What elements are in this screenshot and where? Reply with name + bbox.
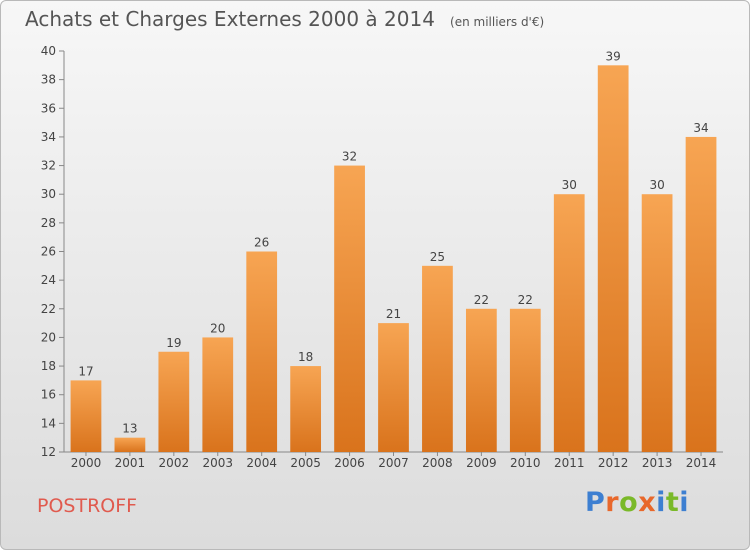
bar-2013 <box>641 194 673 452</box>
x-tick-label-2000: 2000 <box>71 456 102 470</box>
value-label-2001: 13 <box>122 422 137 436</box>
y-tick-label: 36 <box>41 101 56 115</box>
bar-2005 <box>290 366 322 452</box>
x-tick-label-2008: 2008 <box>422 456 453 470</box>
bar-2007 <box>378 323 409 452</box>
y-tick-label: 14 <box>41 416 56 430</box>
value-label-2002: 19 <box>166 336 181 350</box>
title-line: Achats et Charges Externes 2000 à 2014 (… <box>25 7 544 31</box>
y-tick-label: 30 <box>41 187 56 201</box>
bar-2008 <box>422 265 453 452</box>
x-tick-label-2007: 2007 <box>378 456 409 470</box>
x-tick-label-2003: 2003 <box>202 456 233 470</box>
y-tick-label: 40 <box>41 44 56 58</box>
y-tick-label: 20 <box>41 330 56 344</box>
y-tick-label: 28 <box>41 216 56 230</box>
y-tick-label: 16 <box>41 388 56 402</box>
chart-title: Achats et Charges Externes 2000 à 2014 <box>25 7 435 31</box>
value-label-2005: 18 <box>298 350 313 364</box>
x-tick-label-2004: 2004 <box>246 456 277 470</box>
bar-2002 <box>158 351 190 452</box>
chart-subtitle: (en milliers d'€) <box>450 15 545 29</box>
value-label-2000: 17 <box>78 364 93 378</box>
data-labels: 17 13 19 20 26 18 32 21 25 22 22 30 39 30 34 <box>78 49 708 435</box>
bar-2003 <box>202 337 234 452</box>
logo-letter: x <box>638 487 657 518</box>
logo-letter: i <box>679 487 690 518</box>
x-tick-label-2002: 2002 <box>159 456 190 470</box>
value-label-2013: 30 <box>649 178 664 192</box>
bar-2011 <box>553 194 585 452</box>
value-label-2012: 39 <box>606 49 621 63</box>
y-tick-label: 34 <box>41 130 56 144</box>
value-label-2014: 34 <box>693 121 708 135</box>
y-tick-label: 38 <box>41 73 56 87</box>
bar-2001 <box>114 437 146 452</box>
bars <box>70 65 717 453</box>
logo-letter: i <box>656 487 666 518</box>
x-tick-label-2001: 2001 <box>115 456 146 470</box>
value-label-2004: 26 <box>254 236 269 250</box>
bar-2014 <box>685 136 717 452</box>
bar-2010 <box>509 308 541 452</box>
x-tick-label-2010: 2010 <box>510 456 541 470</box>
x-tick-label-2011: 2011 <box>554 456 585 470</box>
bar-2004 <box>246 251 278 452</box>
y-tick-label: 26 <box>41 245 56 259</box>
bar-2012 <box>597 65 629 453</box>
value-label-2010: 22 <box>518 293 533 307</box>
value-label-2006: 32 <box>342 150 357 164</box>
proxiti-logo[interactable]: Proxiti <box>585 487 689 518</box>
logo-letter: o <box>619 487 639 518</box>
x-tick-label-2009: 2009 <box>466 456 497 470</box>
x-tick-label-2005: 2005 <box>290 456 321 470</box>
commune-name: POSTROFF <box>37 495 138 517</box>
bar-2006 <box>334 165 365 453</box>
value-label-2007: 21 <box>386 307 401 321</box>
axes: 12 14 16 18 20 22 24 26 28 30 32 34 36 38 40 2000 2001 20… <box>41 44 723 470</box>
bar-2000 <box>70 380 102 452</box>
x-tick-label-2006: 2006 <box>334 456 365 470</box>
value-label-2003: 20 <box>210 321 225 335</box>
value-label-2008: 25 <box>430 250 445 264</box>
y-tick-label: 18 <box>41 359 56 373</box>
bar-2009 <box>465 308 497 452</box>
y-tick-label: 24 <box>41 273 56 287</box>
value-label-2011: 30 <box>562 178 577 192</box>
y-tick-label: 22 <box>41 302 56 316</box>
x-tick-label-2012: 2012 <box>598 456 629 470</box>
y-tick-label: 32 <box>41 159 56 173</box>
y-tick-label: 12 <box>41 445 56 459</box>
value-label-2009: 22 <box>474 293 489 307</box>
x-tick-label-2013: 2013 <box>642 456 673 470</box>
x-tick-label-2014: 2014 <box>686 456 717 470</box>
logo-letter: P <box>585 487 606 518</box>
logo-letter: t <box>665 487 680 518</box>
logo-letter: r <box>605 487 620 518</box>
